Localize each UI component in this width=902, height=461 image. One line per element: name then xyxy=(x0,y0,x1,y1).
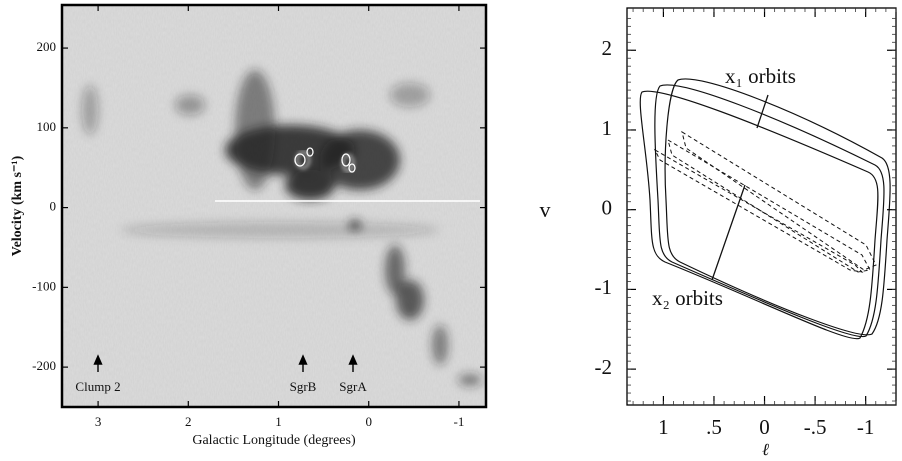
y-tick-label: 1 xyxy=(602,116,613,140)
x-tick-label: -1 xyxy=(857,415,875,439)
x-tick-label: .5 xyxy=(706,415,722,439)
y-axis-label: Velocity (km s⁻¹) xyxy=(10,155,25,256)
arrow xyxy=(298,354,308,372)
y-tick-label: 100 xyxy=(37,119,57,134)
x-tick-label: -1 xyxy=(454,414,465,429)
x-tick-label: 2 xyxy=(185,414,192,429)
x2-orbits xyxy=(653,130,877,273)
frame-left xyxy=(60,3,488,409)
annotation: Clump 2 xyxy=(75,379,120,394)
x-tick-label: 3 xyxy=(95,414,102,429)
x-tick-label: 1 xyxy=(275,414,282,429)
x-tick-label: 0 xyxy=(759,415,770,439)
y-tick-label: -100 xyxy=(32,278,56,293)
y-axis-label: v xyxy=(540,197,551,222)
x-axis-label: Galactic Longitude (degrees) xyxy=(192,433,356,448)
x-axis-label: ℓ xyxy=(762,440,769,459)
y-tick-label: -200 xyxy=(32,358,56,373)
x-tick-label: 0 xyxy=(365,414,372,429)
pointer xyxy=(756,94,769,129)
arrow xyxy=(348,354,358,372)
frame-right xyxy=(626,7,897,406)
pv-image xyxy=(62,5,486,407)
x-tick-label: -.5 xyxy=(804,415,827,439)
y-tick-label: -2 xyxy=(595,355,613,379)
y-tick-label: 0 xyxy=(602,196,613,220)
y-tick-label: 2 xyxy=(602,36,613,60)
x-tick-label: 1 xyxy=(658,415,669,439)
y-tick-label: 200 xyxy=(37,39,57,54)
y-tick-label: 0 xyxy=(50,199,57,214)
annotation: x₂ orbits xyxy=(652,286,723,310)
pointer xyxy=(711,184,746,281)
y-tick-label: -1 xyxy=(595,275,613,299)
annotation: SgrB xyxy=(290,379,317,394)
annotation: SgrA xyxy=(339,379,367,394)
annotation: x₁ orbits xyxy=(725,64,796,88)
arrow xyxy=(93,354,103,372)
orbits xyxy=(639,78,891,340)
